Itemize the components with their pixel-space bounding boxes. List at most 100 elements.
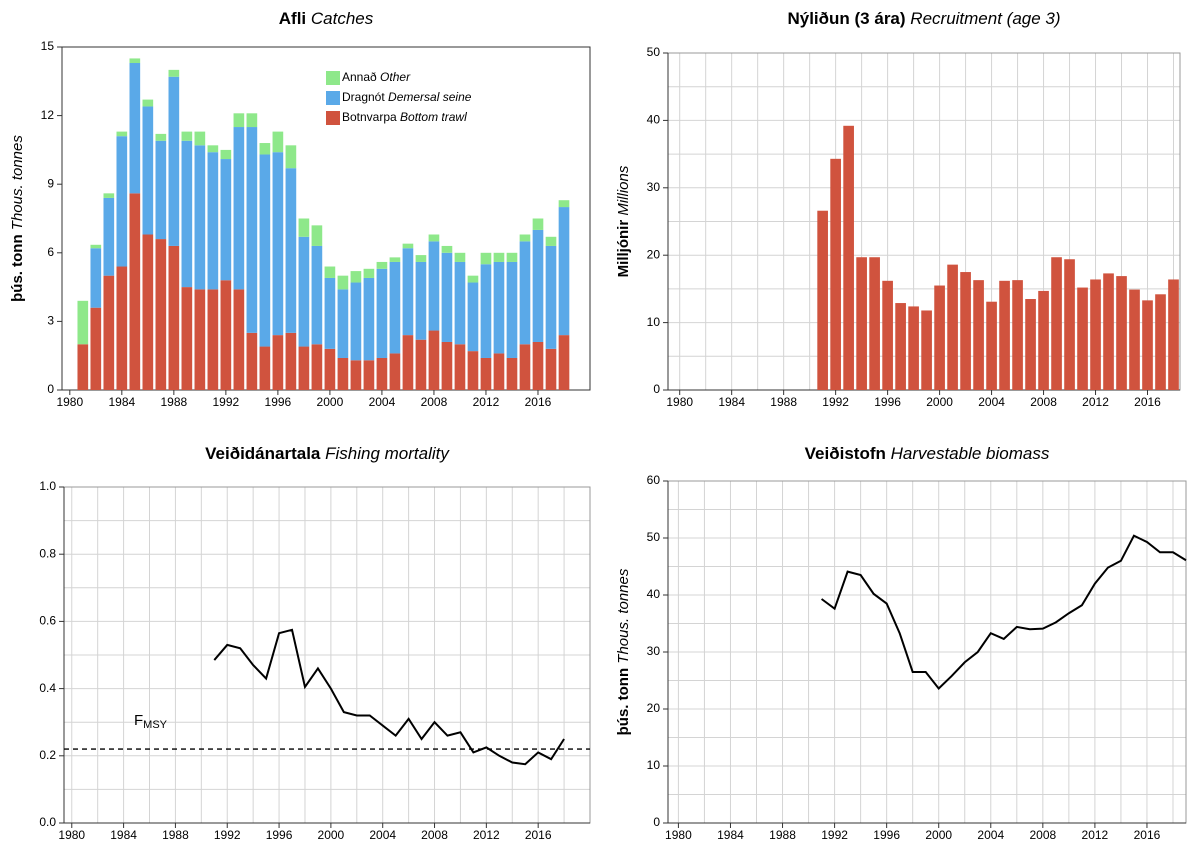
bar-segment [363,268,375,278]
bar-segment [545,348,557,390]
bar [895,303,906,390]
bar-segment [181,131,193,141]
bar-segment [324,277,336,349]
bar-segment [220,149,232,160]
bar-segment [337,289,349,358]
bar-segment [454,252,466,262]
x-tick-label: 2012 [473,395,500,409]
y-tick-label: 0 [653,382,660,396]
bar-segment [311,245,323,345]
bar-segment [285,332,297,390]
y-axis-title-main: Milljónir [615,220,632,278]
title-english: Catches [311,9,374,28]
bar [973,280,984,390]
bar-segment [337,275,349,290]
x-tick-label: 2004 [369,395,396,409]
bar-segment [558,207,570,336]
bar-segment [428,330,440,390]
bar [1103,273,1114,390]
bar [986,301,997,390]
chart-title: Veiðistofn Harvestable biomass [805,444,1050,463]
title-main: Veiðidánartala [205,444,321,463]
bar-segment [142,99,154,107]
x-tick-label: 1996 [266,828,293,842]
legend-label: Annað Other [342,70,411,84]
bar [921,310,932,390]
legend-name: Dragnót [342,90,385,104]
bar-segment [285,145,297,169]
y-tick-label: 0 [653,815,660,829]
x-tick-label: 1980 [665,828,692,842]
bar-segment [116,131,128,137]
x-tick-label: 2016 [1134,395,1161,409]
title-english: Fishing mortality [325,444,450,463]
x-tick-label: 1984 [108,395,135,409]
y-tick-label: 0.4 [39,681,56,695]
x-tick-label: 2000 [926,395,953,409]
x-tick-label: 2008 [421,395,448,409]
bar-segment [90,307,102,390]
chart-title: Afli Catches [279,9,374,28]
bar-segment [402,335,414,390]
y-axis-title: þús. tonn Thous. tonnes [9,135,26,302]
y-tick-label: 0 [47,382,54,396]
bar-segment [558,335,570,390]
title-main: Afli [279,9,306,28]
y-tick-label: 20 [647,701,661,715]
y-axis-title-main: þús. tonn [615,668,632,736]
bar-segment [441,245,453,253]
bar-segment [142,106,154,235]
bar-segment [415,255,427,262]
y-tick-label: 40 [647,113,661,127]
chart-title: Nýliðun (3 ára) Recruitment (age 3) [787,9,1060,28]
x-tick-label: 1996 [874,395,901,409]
bar [1012,280,1023,390]
reference-label-sub: MSY [143,719,168,731]
y-tick-label: 50 [647,530,661,544]
x-tick-label: 1988 [769,828,796,842]
bar-segment [103,193,115,198]
legend-name: Annað [342,70,377,84]
bar-segment [168,76,180,246]
bar [843,125,854,391]
bar-segment [506,261,518,358]
bar [1155,294,1166,390]
bar-segment [376,357,388,390]
bar-segment [259,154,271,347]
bar [947,264,958,390]
x-tick-label: 1988 [770,395,797,409]
x-tick-label: 2000 [925,828,952,842]
bar-segment [441,341,453,390]
bar-segment [389,353,401,390]
y-axis-title-english: Thous. tonnes [9,135,26,231]
x-tick-label: 1992 [213,395,240,409]
bar-segment [168,245,180,390]
bar-segment [103,275,115,390]
x-tick-label: 1992 [214,828,241,842]
bar-segment [493,261,505,354]
bar-segment [246,332,258,390]
bar-segment [233,289,245,390]
bar [830,158,841,390]
bar-segment [415,339,427,390]
x-tick-label: 1992 [822,395,849,409]
bar [1064,259,1075,390]
bar [934,285,945,390]
x-tick-label: 2008 [1030,395,1057,409]
title-main: Nýliðun (3 ára) [787,9,905,28]
bar-segment [480,357,492,390]
x-tick-label: 1996 [265,395,292,409]
bar-segment [519,234,531,242]
bar-segment [155,140,167,240]
x-tick-label: 2000 [318,828,345,842]
y-axis-title: þús. tonn Thous. tonnes [615,568,632,735]
legend-name-english: Bottom trawl [400,110,467,124]
bar-segment [493,353,505,390]
legend-label: Dragnót Demersal seine [342,90,472,104]
bar-segment [415,261,427,340]
bar-segment [142,234,154,390]
bar-segment [129,63,141,194]
bar-segment [155,239,167,390]
bar-segment [350,360,362,390]
x-tick-label: 2016 [525,395,552,409]
